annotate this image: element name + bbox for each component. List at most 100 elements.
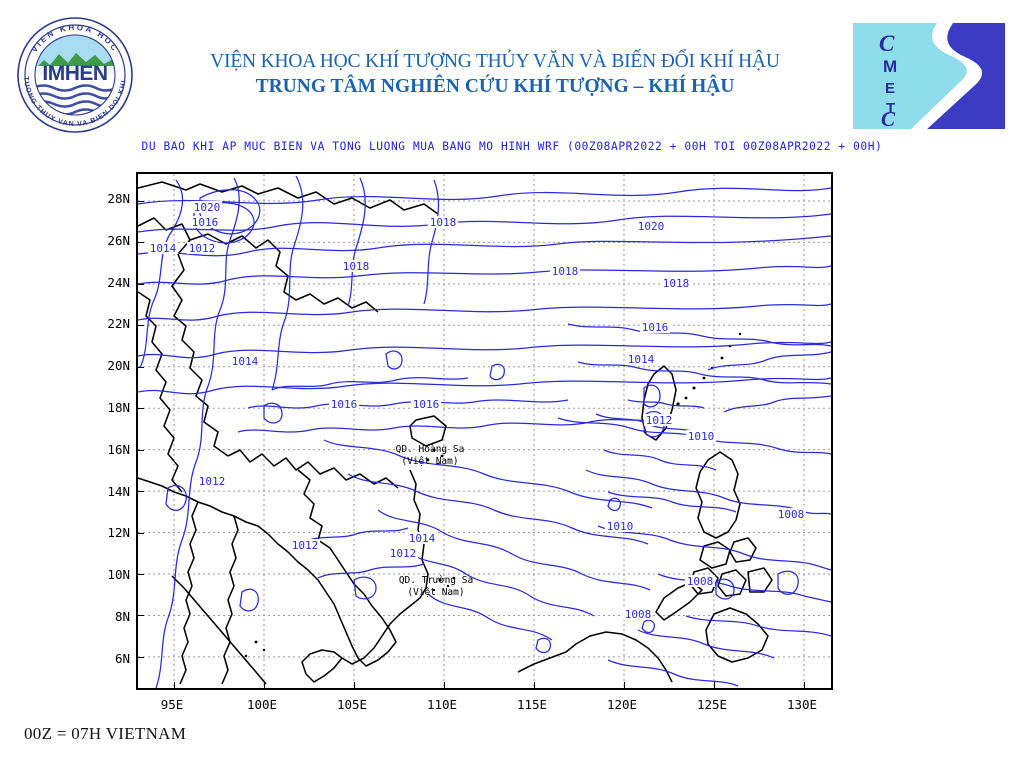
y-axis-tick-label: 26N — [107, 232, 130, 248]
island-annotation-line: (Việt Nam) — [401, 456, 458, 467]
contour-label: 1016 — [413, 398, 440, 411]
cmetc-logo: C M E T C — [853, 23, 1005, 131]
y-axis-tick — [138, 656, 144, 658]
x-axis-tick — [534, 682, 535, 688]
isobar-contours — [138, 175, 831, 688]
page-header: IMHEN VIEN KHOA HOC KHI TUONG THUY VAN V… — [0, 0, 1024, 140]
x-axis-tick — [444, 682, 445, 688]
x-axis-tick — [624, 682, 625, 688]
contour-label-halo — [660, 277, 692, 289]
contour-label-halo — [685, 430, 717, 442]
org-name-line2: TRUNG TÂM NGHIÊN CỨU KHÍ TƯỢNG – KHÍ HẬU — [255, 76, 735, 97]
y-axis-tick — [138, 283, 144, 285]
logo-acronym: IMHEN — [42, 62, 107, 85]
y-axis-tick-label: 22N — [107, 316, 130, 332]
contour-label-halo — [340, 260, 372, 272]
y-axis-tick-label: 8N — [114, 608, 130, 624]
contour-label-halo — [196, 475, 228, 487]
y-axis-tick — [138, 615, 144, 617]
y-axis-tick-label: 18N — [107, 400, 130, 416]
island-annotation-line: QD. Trường Sa — [399, 575, 473, 586]
x-axis-tick — [174, 682, 175, 688]
organization-title: VIỆN KHOA HỌC KHÍ TƯỢNG THỦY VĂN VÀ BIẾN… — [150, 50, 840, 99]
x-axis: 95E 100E 105E 110E 115E 120E 125E 130E — [136, 697, 833, 719]
contour-label-halo — [189, 216, 221, 228]
timezone-footnote: 00Z = 07H VIETNAM — [24, 724, 187, 743]
contour-label: 1018 — [552, 265, 579, 278]
x-axis-tick-label: 115E — [516, 697, 548, 712]
contour-label-halo — [147, 242, 179, 254]
imhen-logo: IMHEN VIEN KHOA HOC KHI TUONG THUY VAN V… — [13, 11, 134, 134]
x-axis-tick — [804, 682, 805, 688]
contour-map-svg: 1020 1018 1020 1016 1014 1012 1018 1018 1018 1016… — [138, 174, 831, 688]
imhen-logo-svg: IMHEN VIEN KHOA HOC KHI TUONG THUY VAN V… — [13, 11, 133, 133]
island-annotations: QD. Hoàng Sa(Việt Nam)QD. Trường Sa(Việt… — [396, 444, 474, 598]
x-axis-tick-label: 95E — [160, 697, 184, 712]
contour-label: 1016 — [642, 321, 669, 334]
x-axis-tick-label: 130E — [786, 697, 818, 712]
contour-label: 1012 — [189, 242, 216, 255]
contour-label: 1008 — [778, 508, 805, 521]
contour-label-halo — [410, 398, 442, 410]
contour-label: 1008 — [625, 608, 652, 621]
org-name-line1: VIỆN KHOA HỌC KHÍ TƯỢNG THỦY VĂN VÀ BIẾN… — [210, 51, 780, 72]
contour-label: 1014 — [409, 532, 436, 545]
x-axis-tick-label: 120E — [606, 697, 638, 712]
y-axis-tick-label: 24N — [107, 274, 130, 290]
contour-label-halo — [191, 201, 223, 213]
coastlines — [138, 181, 773, 685]
y-axis-tick-label: 10N — [107, 567, 130, 583]
contour-label: 1014 — [150, 242, 177, 255]
contour-label-halo — [684, 575, 716, 587]
x-axis-tick-label: 125E — [696, 697, 728, 712]
contour-label-halo — [639, 321, 671, 333]
y-axis-tick-label: 14N — [107, 483, 130, 499]
contour-label: 1012 — [292, 539, 319, 552]
y-axis-tick-label: 20N — [107, 358, 130, 374]
y-axis-tick — [138, 532, 144, 534]
contour-label: 1016 — [192, 216, 219, 229]
contour-label: 1010 — [607, 520, 634, 533]
contour-label-halo — [549, 265, 581, 277]
cmetc-letter-c2: C — [881, 107, 896, 129]
contour-label: 1016 — [331, 398, 358, 411]
contour-label-halo — [643, 414, 675, 426]
contour-label-halo — [635, 220, 667, 232]
contour-label: 1020 — [194, 201, 221, 214]
contour-label-halo — [328, 398, 360, 410]
y-axis-tick — [138, 200, 144, 202]
contour-label-halo — [186, 242, 218, 254]
cmetc-letter-m: M — [883, 57, 897, 76]
logo-scene-ring — [34, 34, 116, 116]
y-axis-tick-label: 12N — [107, 525, 130, 541]
contour-label: 1014 — [628, 353, 655, 366]
island-annotation-line: QD. Hoàng Sa — [396, 444, 465, 455]
y-axis-tick-label: 16N — [107, 441, 130, 457]
contour-label-halo — [775, 508, 807, 520]
y-axis-tick — [138, 449, 144, 451]
contour-label: 1018 — [430, 216, 457, 229]
map-gridlines — [138, 174, 831, 688]
contour-label-halo — [625, 353, 657, 365]
cmetc-letter-t: T — [886, 100, 895, 117]
contour-label-halo — [229, 355, 261, 367]
y-axis-tick-label: 28N — [107, 191, 130, 207]
contour-label-halo — [622, 608, 654, 620]
y-axis-tick — [138, 408, 144, 410]
contour-label-halo — [406, 532, 438, 544]
contour-label: 1020 — [638, 220, 665, 233]
x-axis-tick — [264, 682, 265, 688]
contour-label-halo — [387, 547, 419, 559]
contour-label: 1012 — [199, 475, 226, 488]
chart-title: DU BAO KHI AP MUC BIEN VA TONG LUONG MUA… — [141, 140, 883, 153]
contour-label: 1010 — [688, 430, 715, 443]
x-axis-tick — [354, 682, 355, 688]
logo-acronym-band — [35, 66, 115, 83]
cmetc-swoosh — [927, 23, 1005, 129]
contour-value-labels: 1020 1018 1020 1016 1014 1012 1018 1018 1018 1016… — [147, 201, 807, 621]
y-axis-tick — [138, 325, 144, 327]
y-axis: 6N 8N 10N 12N 14N 16N 18N 20N 22N 24N 26N 28N — [86, 172, 130, 690]
map-plot-area[interactable]: 1020 1018 1020 1016 1014 1012 1018 1018 1018 1016… — [136, 172, 833, 690]
contour-label: 1012 — [646, 414, 673, 427]
contour-label: 1008 — [687, 575, 714, 588]
